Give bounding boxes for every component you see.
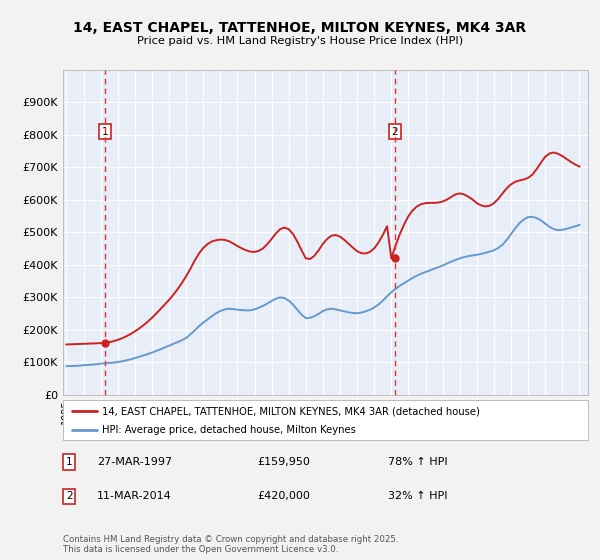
Text: 2: 2 xyxy=(66,491,73,501)
Text: Contains HM Land Registry data © Crown copyright and database right 2025.
This d: Contains HM Land Registry data © Crown c… xyxy=(63,535,398,554)
Text: 1: 1 xyxy=(101,127,108,137)
Text: £420,000: £420,000 xyxy=(257,491,310,501)
Text: HPI: Average price, detached house, Milton Keynes: HPI: Average price, detached house, Milt… xyxy=(103,425,356,435)
Text: 2: 2 xyxy=(391,127,398,137)
Text: 32% ↑ HPI: 32% ↑ HPI xyxy=(389,491,448,501)
Text: £159,950: £159,950 xyxy=(257,457,310,467)
Text: 11-MAR-2014: 11-MAR-2014 xyxy=(97,491,172,501)
Text: 14, EAST CHAPEL, TATTENHOE, MILTON KEYNES, MK4 3AR: 14, EAST CHAPEL, TATTENHOE, MILTON KEYNE… xyxy=(73,21,527,35)
Text: 14, EAST CHAPEL, TATTENHOE, MILTON KEYNES, MK4 3AR (detached house): 14, EAST CHAPEL, TATTENHOE, MILTON KEYNE… xyxy=(103,407,480,417)
Text: 78% ↑ HPI: 78% ↑ HPI xyxy=(389,457,448,467)
Text: 27-MAR-1997: 27-MAR-1997 xyxy=(97,457,172,467)
Text: 1: 1 xyxy=(66,457,73,467)
Text: Price paid vs. HM Land Registry's House Price Index (HPI): Price paid vs. HM Land Registry's House … xyxy=(137,36,463,46)
